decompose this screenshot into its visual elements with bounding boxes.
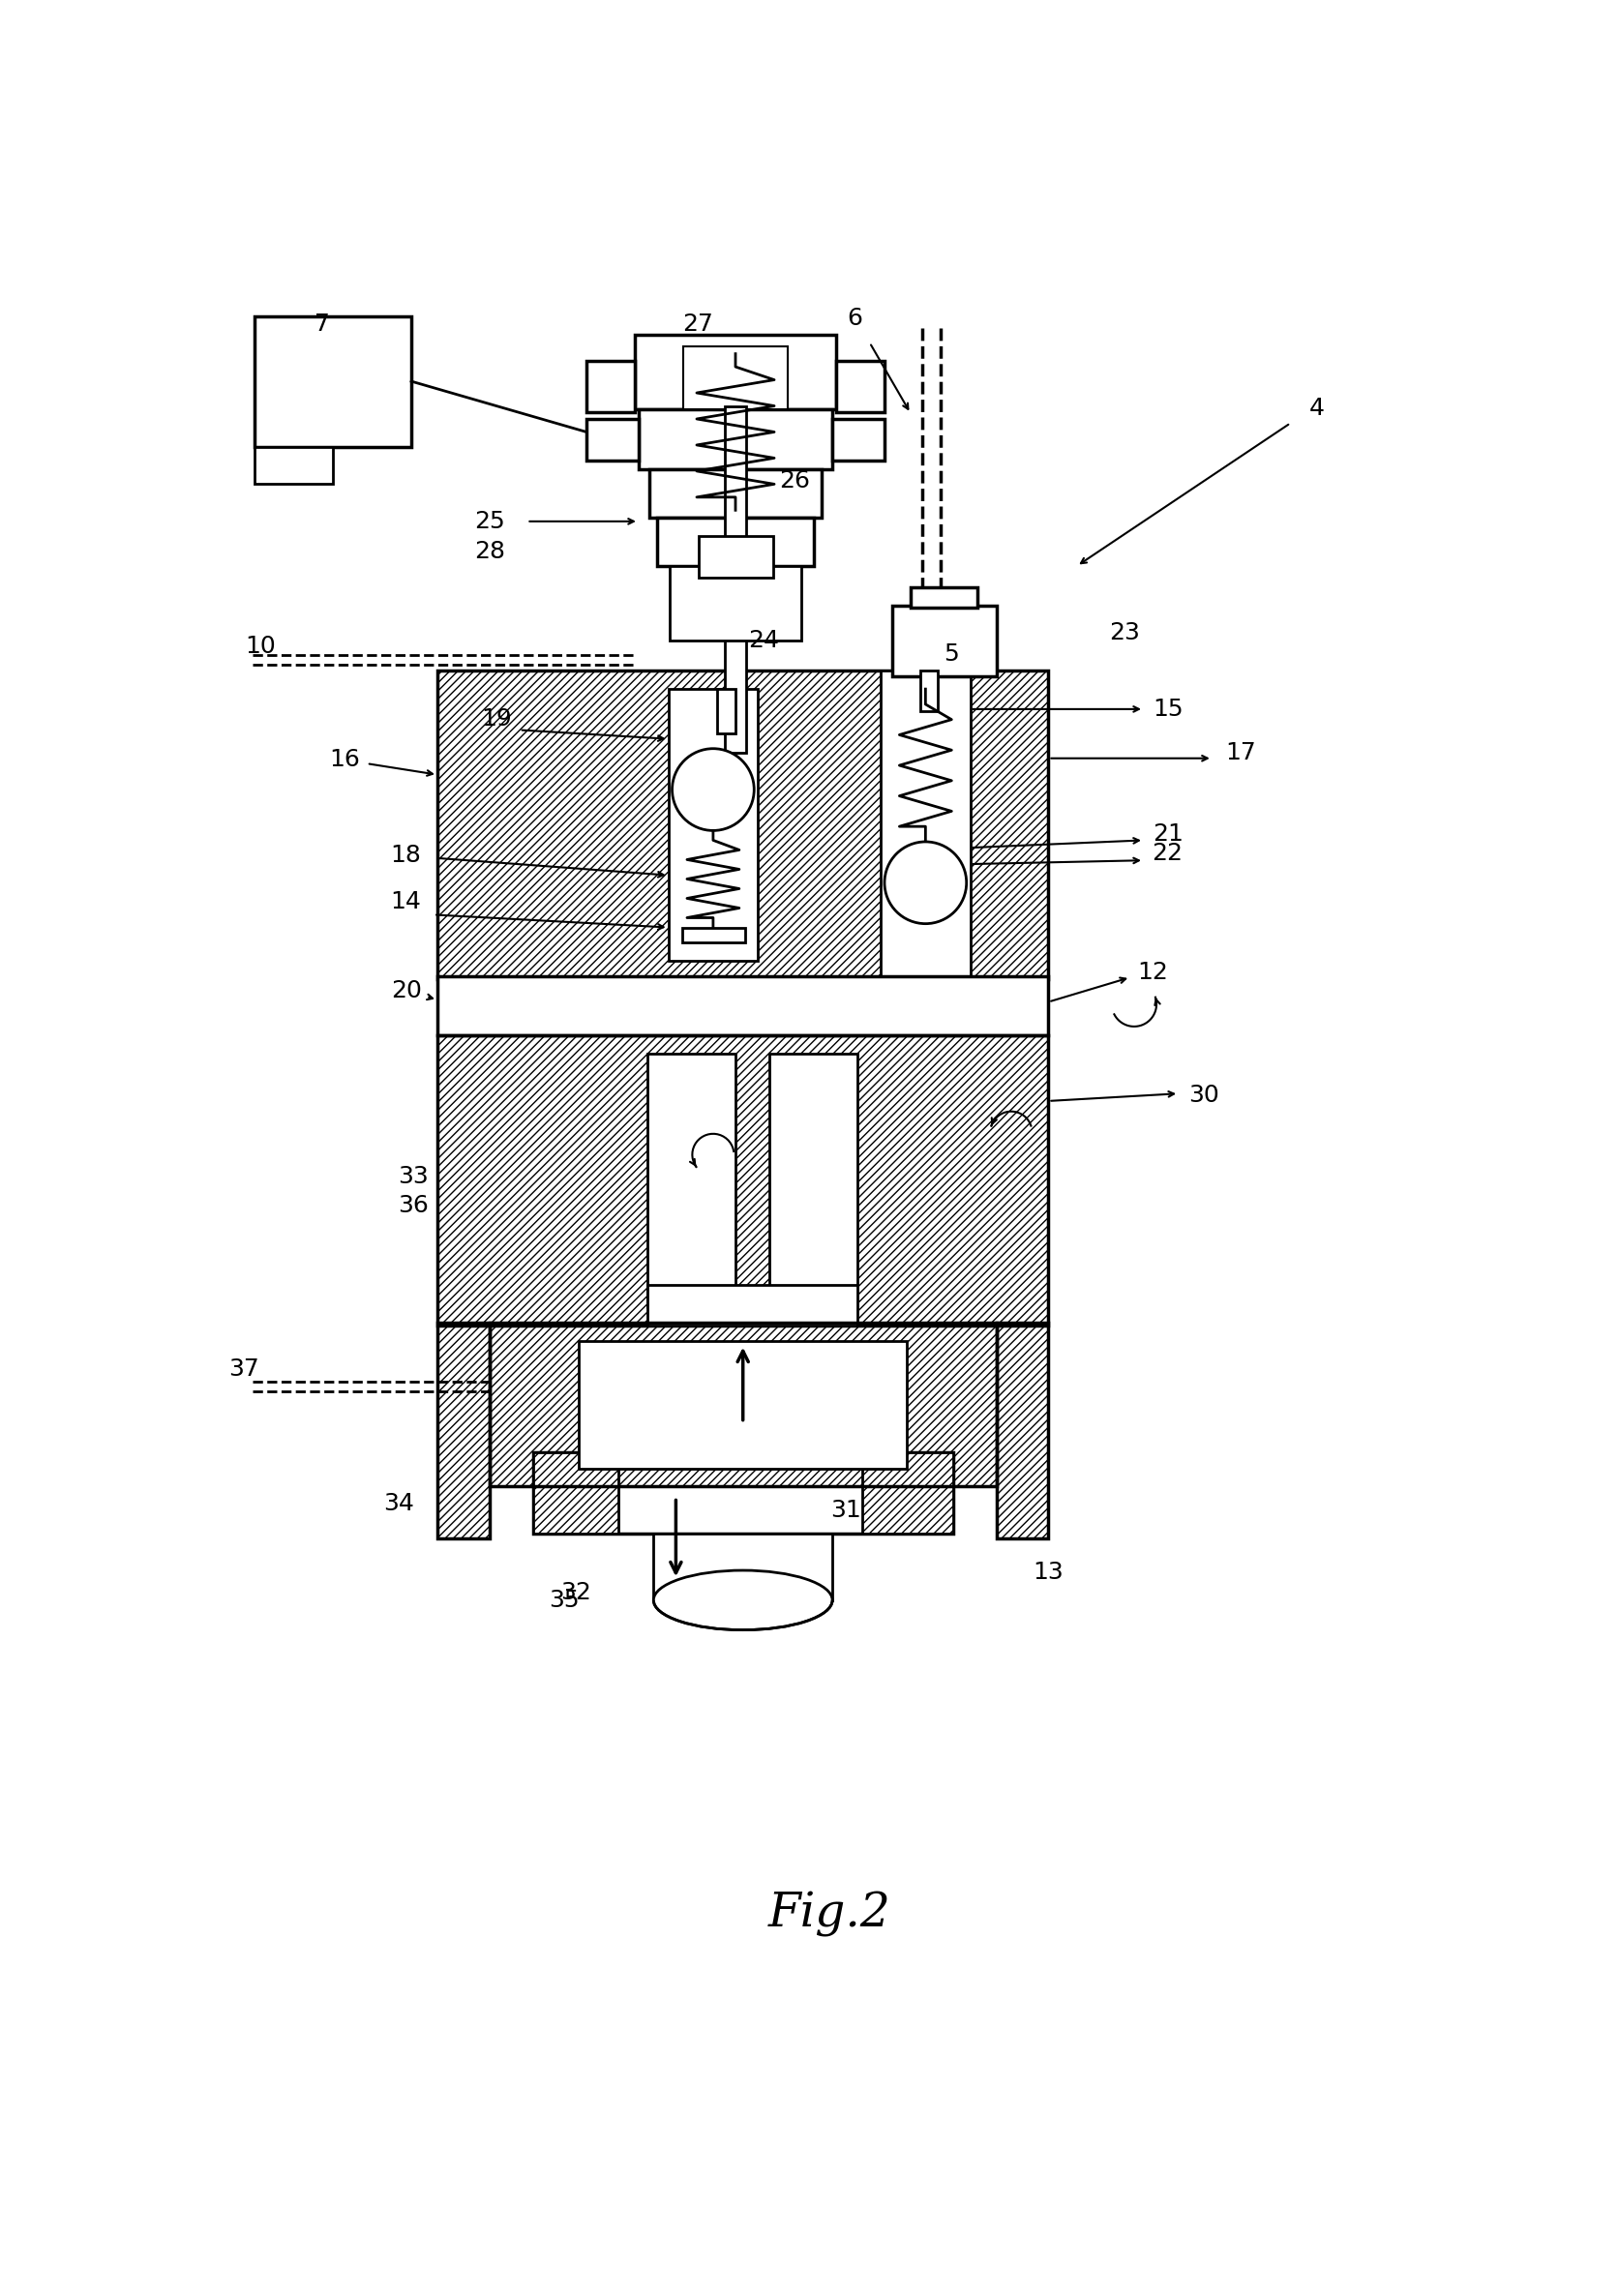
Ellipse shape: [654, 1570, 832, 1630]
Polygon shape: [832, 420, 884, 459]
Text: 22: 22: [1153, 840, 1183, 866]
Polygon shape: [657, 517, 814, 567]
Text: 24: 24: [748, 629, 779, 652]
Text: 33: 33: [398, 1166, 429, 1189]
Polygon shape: [725, 406, 746, 753]
Text: 34: 34: [384, 1492, 414, 1515]
Text: 15: 15: [1153, 698, 1183, 721]
Text: 26: 26: [780, 468, 811, 491]
Circle shape: [884, 843, 967, 923]
Text: 4: 4: [1308, 397, 1324, 420]
Polygon shape: [648, 1286, 856, 1327]
Polygon shape: [580, 1341, 907, 1469]
Polygon shape: [586, 420, 638, 459]
Polygon shape: [638, 409, 832, 468]
Polygon shape: [698, 537, 772, 576]
Text: 32: 32: [560, 1582, 591, 1605]
Polygon shape: [254, 317, 411, 448]
Text: Fig.2: Fig.2: [767, 1892, 890, 1938]
Polygon shape: [669, 689, 758, 962]
Polygon shape: [683, 347, 787, 409]
Text: 20: 20: [390, 978, 421, 1003]
Text: 13: 13: [1033, 1561, 1064, 1584]
Polygon shape: [910, 588, 978, 608]
Polygon shape: [670, 567, 801, 641]
Text: 14: 14: [390, 891, 421, 914]
Circle shape: [672, 748, 754, 831]
Polygon shape: [437, 1035, 1049, 1327]
Text: 12: 12: [1137, 960, 1169, 983]
Polygon shape: [437, 670, 1049, 980]
Text: 30: 30: [1188, 1084, 1219, 1107]
Text: 7: 7: [314, 312, 330, 335]
Polygon shape: [437, 1322, 489, 1538]
Polygon shape: [437, 976, 1049, 1035]
Text: 17: 17: [1226, 742, 1256, 765]
Text: 23: 23: [1109, 622, 1140, 645]
Polygon shape: [835, 360, 884, 411]
Polygon shape: [892, 606, 996, 677]
Polygon shape: [996, 1322, 1049, 1538]
Text: 5: 5: [944, 643, 958, 666]
Polygon shape: [649, 468, 821, 517]
Polygon shape: [635, 335, 835, 409]
Text: 31: 31: [831, 1499, 861, 1522]
Text: 18: 18: [390, 843, 421, 868]
Text: 27: 27: [683, 312, 714, 335]
Polygon shape: [920, 670, 937, 712]
Polygon shape: [254, 448, 334, 484]
Polygon shape: [648, 1054, 735, 1306]
Polygon shape: [769, 1054, 856, 1306]
Text: 28: 28: [474, 540, 505, 563]
Polygon shape: [682, 928, 745, 941]
Text: 6: 6: [847, 308, 863, 331]
Text: 10: 10: [244, 636, 275, 659]
Text: 25: 25: [474, 510, 505, 533]
Polygon shape: [654, 1534, 832, 1600]
Text: 37: 37: [228, 1357, 259, 1380]
Polygon shape: [489, 1322, 996, 1486]
Text: 21: 21: [1153, 822, 1183, 845]
Text: 36: 36: [398, 1194, 429, 1217]
Text: 35: 35: [549, 1589, 580, 1612]
Polygon shape: [863, 1453, 954, 1534]
Polygon shape: [717, 689, 735, 735]
Text: 19: 19: [482, 707, 512, 730]
Polygon shape: [881, 670, 970, 980]
Polygon shape: [533, 1453, 618, 1534]
Text: 16: 16: [329, 748, 359, 771]
Polygon shape: [586, 360, 635, 411]
